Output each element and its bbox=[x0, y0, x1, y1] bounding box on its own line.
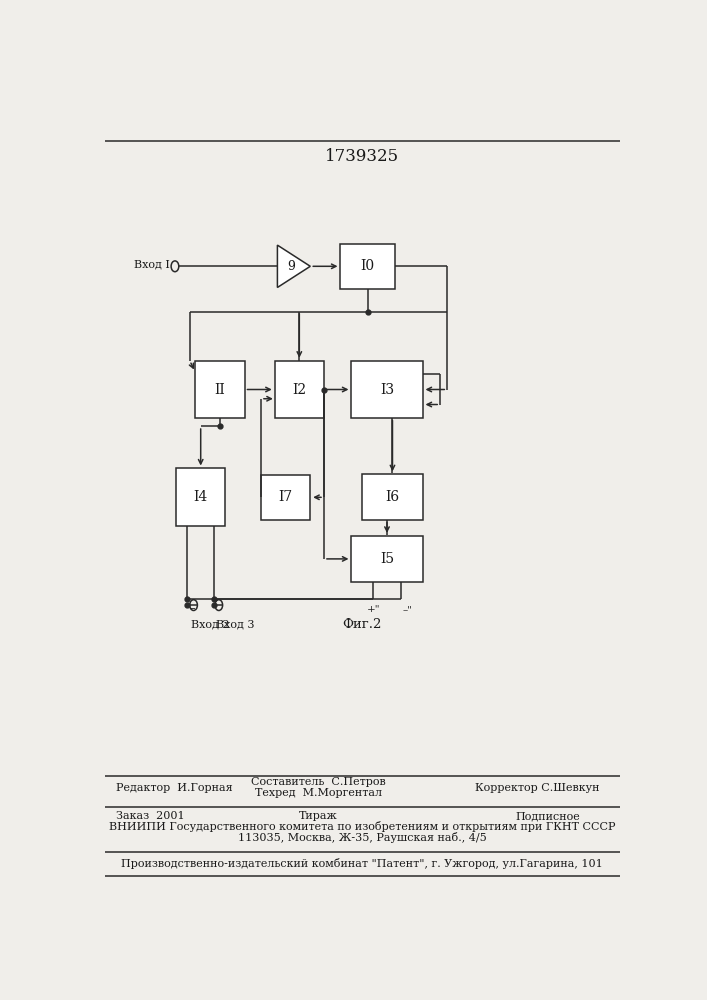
Text: Фиг.2: Фиг.2 bbox=[343, 618, 382, 631]
Text: I3: I3 bbox=[380, 382, 394, 396]
Text: 9: 9 bbox=[287, 260, 295, 273]
Bar bbox=[275, 361, 324, 418]
Text: Заказ  2001: Заказ 2001 bbox=[116, 811, 185, 821]
Bar bbox=[195, 361, 245, 418]
Text: Составитель  С.Петров: Составитель С.Петров bbox=[251, 777, 386, 787]
Bar bbox=[341, 244, 395, 289]
Text: 113035, Москва, Ж-35, Раушская наб., 4/5: 113035, Москва, Ж-35, Раушская наб., 4/5 bbox=[238, 832, 486, 843]
Text: II: II bbox=[214, 382, 226, 396]
Polygon shape bbox=[277, 245, 310, 287]
Text: –": –" bbox=[402, 605, 412, 614]
Text: Техред  М.Моргентал: Техред М.Моргентал bbox=[255, 788, 382, 798]
Text: ВНИИПИ Государственного комитета по изобретениям и открытиям при ГКНТ СССР: ВНИИПИ Государственного комитета по изоб… bbox=[109, 821, 616, 832]
Text: I7: I7 bbox=[279, 490, 293, 504]
Text: Вход 2: Вход 2 bbox=[191, 619, 229, 629]
Bar bbox=[261, 475, 310, 520]
Text: Подписное: Подписное bbox=[516, 811, 580, 821]
Text: I5: I5 bbox=[380, 552, 394, 566]
Text: Производственно-издательский комбинат "Патент", г. Ужгород, ул.Гагарина, 101: Производственно-издательский комбинат "П… bbox=[122, 858, 603, 869]
Text: +": +" bbox=[366, 605, 380, 614]
Text: –: – bbox=[189, 603, 195, 613]
Text: I2: I2 bbox=[292, 382, 306, 396]
Bar bbox=[351, 536, 423, 582]
Text: Редактор  И.Горная: Редактор И.Горная bbox=[116, 783, 233, 793]
Bar bbox=[176, 468, 226, 526]
Bar bbox=[363, 474, 423, 520]
Text: Вход I: Вход I bbox=[134, 259, 170, 269]
Text: I0: I0 bbox=[361, 259, 375, 273]
Text: 1739325: 1739325 bbox=[325, 148, 399, 165]
Text: Вход 3: Вход 3 bbox=[216, 619, 255, 629]
Text: Корректор С.Шевкун: Корректор С.Шевкун bbox=[475, 783, 600, 793]
Text: I4: I4 bbox=[194, 490, 208, 504]
Text: Тираж: Тираж bbox=[299, 811, 338, 821]
Bar bbox=[351, 361, 423, 418]
Text: I6: I6 bbox=[385, 490, 399, 504]
